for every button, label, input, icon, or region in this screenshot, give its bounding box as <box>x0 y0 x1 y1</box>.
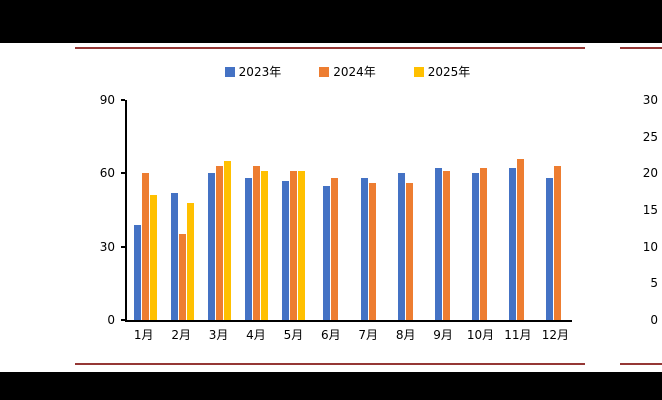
bar-2024年-5月 <box>290 170 298 320</box>
x-tick-label: 9月 <box>433 328 453 342</box>
bar-2023年-8月 <box>397 173 405 320</box>
bar-2024年-11月 <box>516 158 524 320</box>
bar-group-10月 <box>461 100 498 320</box>
bar-2024年-6月 <box>331 178 339 320</box>
bar-2023年-1月 <box>134 224 142 320</box>
y-tick-mark <box>121 319 125 321</box>
legend-label: 2024年 <box>333 65 376 79</box>
bar-group-7月 <box>349 100 386 320</box>
bar-2024年-9月 <box>442 170 450 320</box>
plot-area-1 <box>125 100 572 322</box>
x-tick-label: 5月 <box>283 328 304 342</box>
bar-2025年-2月 <box>187 202 195 320</box>
bar-2024年-8月 <box>405 183 413 320</box>
chart-card-main: 2023年 2024年 2025年 0 30 60 90 1月 2月 3月 4月 5月 6月 7月 8月… <box>75 47 585 365</box>
bar-2023年-7月 <box>360 178 368 320</box>
legend-label: 2023年 <box>238 65 282 79</box>
y-tick-label-partial: 0 <box>650 313 658 327</box>
bar-group-1月 <box>127 100 164 320</box>
bar-2024年-12月 <box>553 166 561 320</box>
legend-label: 2025年 <box>427 65 471 79</box>
x-tick-label: 6月 <box>321 328 341 342</box>
bar-2023年-12月 <box>545 178 553 320</box>
x-tick-label: 3月 <box>208 328 229 342</box>
bar-2023年-4月 <box>245 178 253 320</box>
legend-item-2023年: 2023年 <box>224 63 282 80</box>
x-tick-label: 4月 <box>246 328 266 342</box>
x-tick-label: 1月 <box>133 328 154 342</box>
legend-swatch <box>319 66 330 77</box>
bar-2025年-5月 <box>298 170 306 320</box>
legend-item-2024年: 2024年 <box>319 63 376 80</box>
y-tick-label-partial: 15 <box>642 203 658 217</box>
x-axis-1: 1月 2月 3月 4月 5月 6月 7月 8月 9月 10月 11月 12月 <box>125 326 574 343</box>
bar-2023年-9月 <box>434 168 442 320</box>
x-tick-label: 8月 <box>395 328 416 342</box>
bar-group-11月 <box>498 100 535 320</box>
bar-2025年-4月 <box>261 170 269 320</box>
bar-2023年-5月 <box>282 180 290 320</box>
bar-2024年-3月 <box>216 166 224 320</box>
bar-2023年-10月 <box>471 173 479 320</box>
bar-2025年-3月 <box>224 161 232 320</box>
x-tick-label: 7月 <box>358 328 379 342</box>
chart-legend: 2023年 2024年 2025年 <box>125 63 570 80</box>
legend-item-2025年: 2025年 <box>413 63 471 80</box>
bar-2023年-3月 <box>208 173 216 320</box>
y-tick-mark <box>121 172 125 175</box>
y-axis-1: 0 30 60 90 <box>75 49 125 363</box>
bar-group-2月 <box>164 100 201 320</box>
bar-group-4月 <box>238 100 275 320</box>
x-tick-label: 12月 <box>541 328 569 342</box>
bar-2024年-1月 <box>142 173 150 320</box>
bar-2023年-2月 <box>171 192 179 320</box>
y-axis-2: 30 25 20 15 10 5 0 <box>620 49 662 363</box>
x-tick-label: 2月 <box>171 328 191 342</box>
x-tick-label: 10月 <box>466 328 495 342</box>
y-tick-label-partial: 10 <box>642 239 658 254</box>
y-tick-label: 30 <box>99 239 115 254</box>
chart-card-partial: 30 25 20 15 10 5 0 <box>620 47 662 365</box>
bar-2024年-10月 <box>479 168 487 320</box>
y-tick-mark <box>121 245 125 248</box>
y-tick-label-partial: 25 <box>642 129 658 144</box>
bar-group-5月 <box>275 100 312 320</box>
legend-swatch <box>413 66 424 77</box>
legend-swatch <box>224 66 235 77</box>
bar-group-8月 <box>387 100 424 320</box>
y-tick-label: 60 <box>99 166 115 181</box>
y-tick-label: 90 <box>99 93 115 107</box>
bar-2025年-1月 <box>150 195 158 320</box>
y-tick-label-partial: 5 <box>650 276 658 291</box>
bar-group-6月 <box>312 100 349 320</box>
bar-2024年-2月 <box>179 234 187 320</box>
bar-group-9月 <box>424 100 461 320</box>
bar-2024年-7月 <box>368 183 376 320</box>
y-tick-label-partial: 20 <box>642 166 658 181</box>
y-tick-label: 0 <box>107 313 115 327</box>
bar-group-3月 <box>201 100 238 320</box>
y-tick-label-partial: 30 <box>642 93 658 107</box>
bar-2023年-11月 <box>508 168 516 320</box>
bar-2024年-4月 <box>253 166 261 320</box>
bar-2023年-6月 <box>323 185 331 320</box>
bar-group-12月 <box>535 100 572 320</box>
x-tick-label: 11月 <box>504 328 532 342</box>
y-tick-mark <box>121 99 125 101</box>
